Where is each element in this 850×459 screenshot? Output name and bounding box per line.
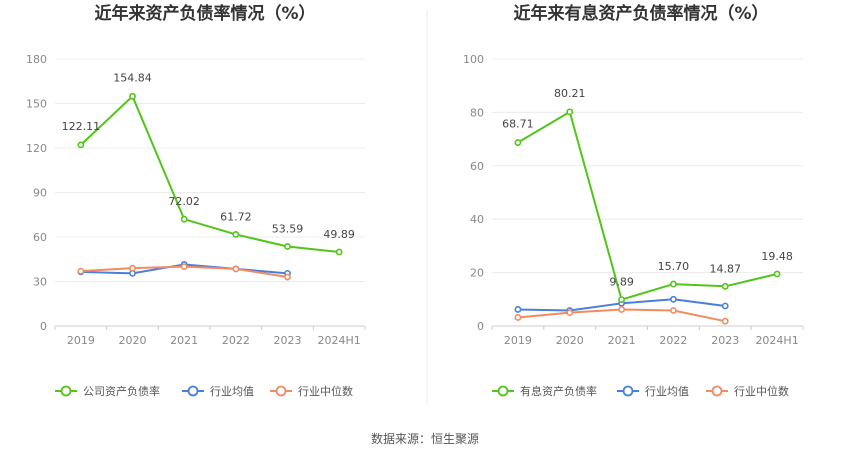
chart-1: 近年来资产负债率情况（%） 0 30 60 90 120 150 180 2019 2020 202… <box>26 3 366 398</box>
legend-label: 行业中位数 <box>298 384 353 398</box>
legend-label: 行业均值 <box>210 385 254 398</box>
data-label: 53.59 <box>272 223 304 236</box>
data-label: 49.89 <box>323 228 355 241</box>
x-tick-label: 2023 <box>274 334 302 347</box>
data-label: 154.84 <box>113 71 152 84</box>
data-point <box>129 92 136 100</box>
legend-swatch-marker <box>711 385 723 397</box>
legend-swatch-marker <box>60 385 72 397</box>
x-tick-label: 2024H1 <box>318 334 361 347</box>
data-point <box>670 307 677 314</box>
data-label: 9.89 <box>609 276 634 289</box>
y-tick-label: 0 <box>40 320 47 333</box>
data-point <box>773 270 781 278</box>
data-label: 68.71 <box>502 118 534 131</box>
legend-item: 有息资产负债率 <box>492 384 597 398</box>
x-tick-label: 2022 <box>222 334 250 347</box>
y-tick-label: 120 <box>26 142 47 155</box>
data-label: 15.70 <box>658 260 690 273</box>
data-point <box>284 273 291 281</box>
y-tick-label: 40 <box>470 213 484 226</box>
y-tick-label: 60 <box>470 160 484 173</box>
y-tick-label: 0 <box>477 320 484 333</box>
y-tick-label: 60 <box>33 231 47 244</box>
data-label: 61.72 <box>220 210 252 223</box>
source-note: 数据来源：恒生聚源 <box>370 432 479 446</box>
y-tick-label: 150 <box>26 98 47 111</box>
data-point <box>670 280 677 288</box>
legend-label: 行业中位数 <box>734 384 789 398</box>
legend-swatch-marker <box>275 385 287 397</box>
data-point <box>566 108 574 116</box>
data-point <box>514 139 522 146</box>
data-point <box>77 141 85 149</box>
y-tick-label: 80 <box>470 106 484 119</box>
x-tick-label: 2021 <box>608 334 636 347</box>
y-tick-label: 90 <box>33 187 47 200</box>
data-point <box>284 243 291 250</box>
data-point <box>566 309 574 317</box>
data-point <box>180 215 188 223</box>
legend-label: 公司资产负债率 <box>83 384 160 398</box>
data-point <box>514 306 522 313</box>
x-tick-label: 2023 <box>711 334 739 347</box>
data-label: 19.48 <box>761 250 793 263</box>
chart-title: 近年来资产负债率情况（%） <box>94 3 315 24</box>
x-tick-label: 2020 <box>556 334 584 347</box>
legend-item: 行业中位数 <box>270 384 353 398</box>
legend-item: 行业均值 <box>182 385 254 398</box>
chart-2: 近年来有息资产负债率情况（%） 0 20 40 60 80 100 2019 2020 2021 2… <box>463 3 804 398</box>
data-point <box>514 314 522 321</box>
data-label: 80.21 <box>554 87 586 100</box>
legend-swatch-marker <box>622 385 634 397</box>
series-line <box>80 95 340 253</box>
data-point <box>232 265 240 273</box>
series-line <box>517 110 778 301</box>
data-point <box>618 306 625 313</box>
data-point <box>77 267 85 275</box>
data-point <box>180 263 188 271</box>
legend-item: 公司资产负债率 <box>55 384 160 398</box>
legend-label: 有息资产负债率 <box>520 384 597 398</box>
legend-item: 行业中位数 <box>706 384 789 398</box>
data-point <box>618 296 625 303</box>
data-point <box>721 282 729 290</box>
x-tick-label: 2021 <box>170 334 198 347</box>
x-tick-label: 2019 <box>504 334 532 347</box>
x-tick-label: 2022 <box>659 334 687 347</box>
legend-swatch-marker <box>497 385 509 397</box>
legend-swatch-marker <box>187 385 199 397</box>
data-label: 122.11 <box>62 120 101 133</box>
x-tick-label: 2020 <box>119 334 147 347</box>
x-tick-label: 2019 <box>67 334 95 347</box>
data-point <box>721 302 729 310</box>
x-tick-label: 2024H1 <box>755 334 798 347</box>
y-tick-label: 180 <box>26 53 47 66</box>
data-label: 72.02 <box>168 195 200 208</box>
data-point <box>721 317 729 325</box>
data-point <box>335 248 343 256</box>
legend-label: 行业均值 <box>645 385 689 398</box>
data-point <box>670 295 677 303</box>
y-tick-label: 100 <box>463 53 484 66</box>
data-point <box>129 264 136 272</box>
legend-item: 行业均值 <box>617 385 689 398</box>
data-label: 14.87 <box>710 262 742 275</box>
data-point <box>232 231 240 238</box>
chart-title: 近年来有息资产负债率情况（%） <box>513 3 768 24</box>
y-tick-label: 30 <box>33 276 47 289</box>
y-tick-label: 20 <box>470 267 484 280</box>
